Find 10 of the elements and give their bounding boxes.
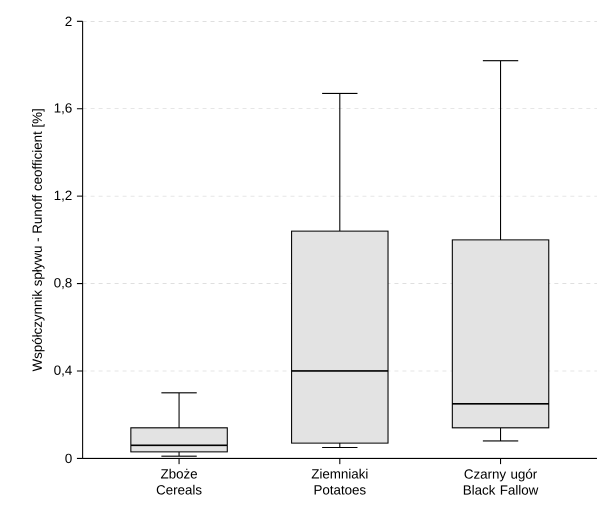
x-tick-label: Zboże Cereals — [156, 468, 202, 495]
x-tick-label: Ziemniaki Potatoes — [312, 468, 368, 495]
y-tick-label: 2 — [65, 16, 72, 26]
x-tick-label: Czarny ugór Black Fallow — [464, 468, 538, 495]
y-axis-title: Współczynnik spływu - Runoff ceofficient [%] — [32, 109, 45, 372]
y-tick-label: 0,8 — [54, 278, 72, 290]
y-tick-label: 1,2 — [54, 190, 72, 202]
y-tick-label: 0 — [65, 454, 72, 464]
y-tick-label: 0,4 — [54, 365, 72, 376]
y-tick-label: 1,6 — [54, 103, 72, 114]
